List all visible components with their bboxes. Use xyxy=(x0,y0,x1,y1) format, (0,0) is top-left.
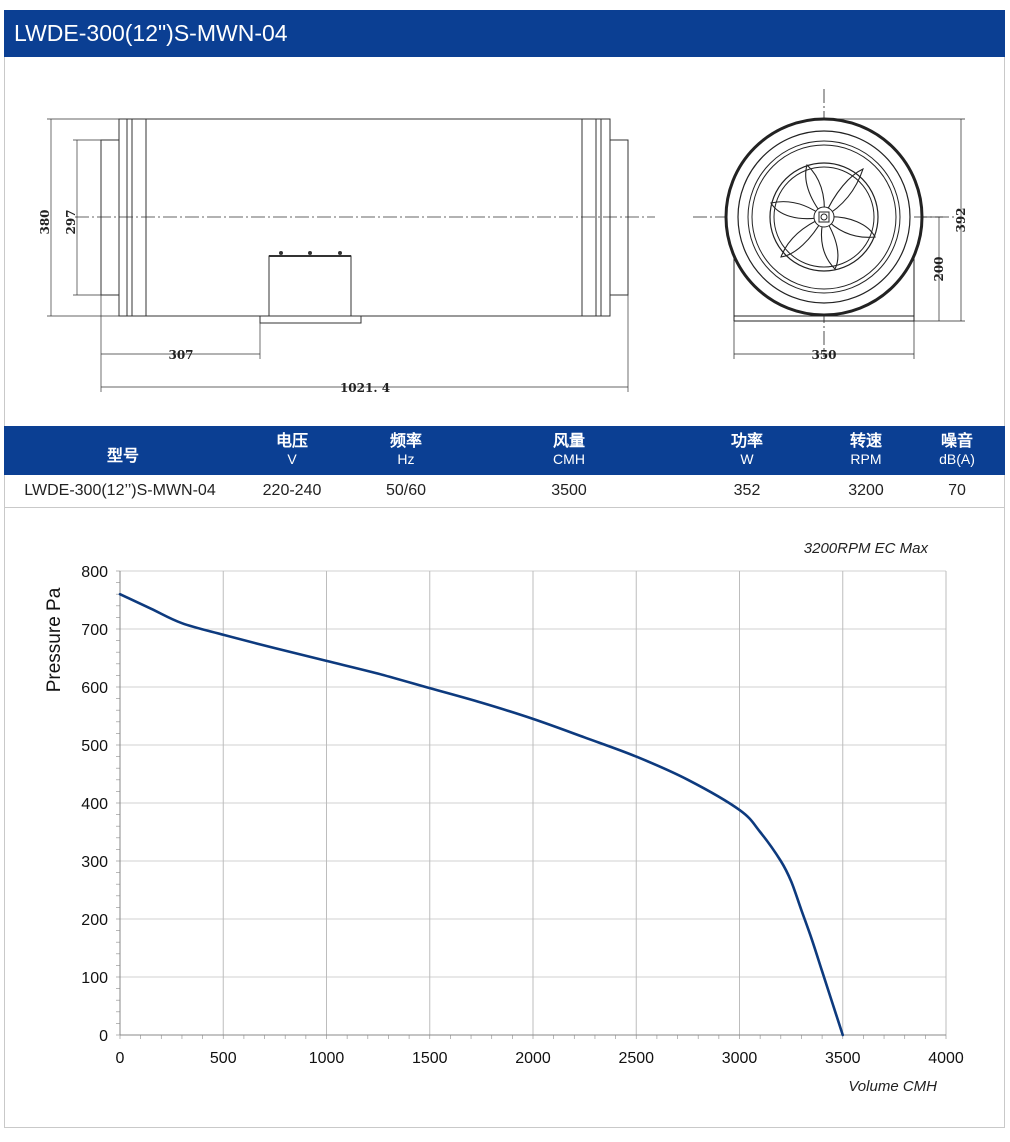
cell-speed: 3200 xyxy=(848,482,884,499)
chart-annotation: 3200RPM EC Max xyxy=(804,540,929,557)
cell-airflow: 3500 xyxy=(551,482,587,499)
dim-392: 392 xyxy=(954,207,968,232)
cell-voltage: 220-240 xyxy=(262,482,322,499)
x-tick-label: 2500 xyxy=(618,1050,654,1067)
side-view xyxy=(47,118,655,392)
cell-noise: 70 xyxy=(948,482,966,499)
dim-297: 297 xyxy=(64,209,78,234)
y-tick-label: 800 xyxy=(81,564,108,581)
header-model: 型号 xyxy=(106,448,140,465)
spec-table-header: 型号 电压 V 频率 Hz 风量 CMH 功率 W 转速 RPM 噪音 dB(A… xyxy=(4,426,1005,475)
x-axis-label: Volume CMH xyxy=(848,1078,937,1095)
y-tick-label: 300 xyxy=(81,854,108,871)
dim-350: 350 xyxy=(811,348,836,362)
pressure-curve xyxy=(118,592,845,1037)
y-tick-label: 700 xyxy=(81,622,108,639)
x-tick-label: 500 xyxy=(210,1050,237,1067)
cell-power: 352 xyxy=(733,482,761,499)
x-tick-label: 2000 xyxy=(515,1050,551,1067)
x-tick-label: 4000 xyxy=(928,1050,964,1067)
spec-table-row: LWDE-300(12’’)S-MWN-04 220-240 50/60 350… xyxy=(4,475,1005,508)
front-view xyxy=(693,89,965,359)
x-tick-label: 0 xyxy=(116,1050,125,1067)
y-tick-label: 600 xyxy=(81,680,108,697)
performance-chart: 0 100 200 300 400 500 600 700 800 0 500 1000 1500 200… xyxy=(44,540,964,1095)
header-speed: 转速 RPM xyxy=(849,433,883,467)
y-tick-label: 200 xyxy=(81,912,108,929)
header-airflow: 风量 CMH xyxy=(552,433,586,467)
cell-model: LWDE-300(12’’)S-MWN-04 xyxy=(24,482,216,499)
axes xyxy=(116,570,947,1039)
x-tick-label: 1500 xyxy=(412,1050,448,1067)
side-view-dimensions: 380 297 307 1021. 4 xyxy=(38,209,390,395)
y-axis-label: Pressure Pa xyxy=(44,587,65,692)
x-tick-label: 3500 xyxy=(825,1050,861,1067)
y-tick-label: 500 xyxy=(81,738,108,755)
dim-307: 307 xyxy=(168,348,193,362)
header-voltage: 电压 V xyxy=(275,433,309,467)
technical-drawing: 380 297 307 1021. 4 xyxy=(38,89,968,395)
header-frequency: 频率 Hz xyxy=(389,433,423,467)
tick-labels: 0 100 200 300 400 500 600 700 800 0 500 1000 1500 200… xyxy=(81,564,964,1067)
dim-380: 380 xyxy=(38,209,52,234)
header-power: 功率 W xyxy=(730,433,764,467)
series-layer xyxy=(118,592,845,1037)
dim-200: 200 xyxy=(932,256,946,281)
y-tick-label: 100 xyxy=(81,970,108,987)
x-tick-label: 3000 xyxy=(722,1050,758,1067)
x-tick-label: 1000 xyxy=(309,1050,345,1067)
y-tick-label: 0 xyxy=(99,1028,108,1045)
cell-frequency: 50/60 xyxy=(385,482,427,499)
y-tick-label: 400 xyxy=(81,796,108,813)
dim-1021: 1021. 4 xyxy=(340,381,390,395)
header-noise: 噪音 dB(A) xyxy=(939,433,975,467)
product-title: LWDE-300(12")S-MWN-04 xyxy=(4,10,1005,57)
front-view-dimensions: 392 200 350 xyxy=(811,207,968,362)
